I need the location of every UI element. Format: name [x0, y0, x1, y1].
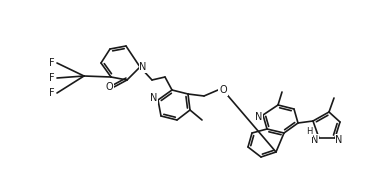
Text: H: H: [306, 127, 312, 137]
Text: N: N: [139, 62, 147, 72]
Text: N: N: [255, 112, 263, 122]
Text: N: N: [335, 135, 343, 145]
Text: N: N: [150, 93, 158, 103]
Text: N: N: [311, 135, 319, 145]
Text: F: F: [49, 58, 55, 68]
Text: F: F: [49, 73, 55, 83]
Text: O: O: [105, 82, 113, 92]
Text: F: F: [49, 88, 55, 98]
Text: O: O: [219, 85, 227, 95]
